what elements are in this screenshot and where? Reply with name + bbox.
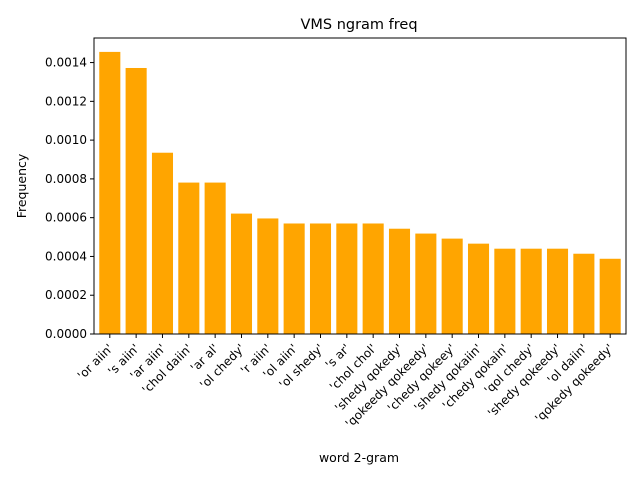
plot-area: 0.0000 0.0002 0.0004 0.0006 0.0008 0.0010 0.00… [45, 37, 627, 431]
bar [520, 248, 542, 334]
bar [125, 67, 147, 335]
y-tick-label: 0.0012 [45, 94, 87, 108]
y-tick-label: 0.0014 [45, 56, 87, 70]
bar [467, 243, 490, 334]
bar [204, 182, 226, 334]
bar [283, 223, 305, 334]
bar [257, 218, 279, 334]
bar [441, 238, 463, 334]
y-tick-label: 0.0002 [45, 288, 87, 302]
bar [494, 248, 516, 334]
chart-title: VMS ngram freq [300, 17, 417, 33]
bar [151, 152, 174, 334]
y-tick-label: 0.0000 [45, 327, 87, 341]
bar [415, 233, 437, 334]
x-tick-label: 'or aiin' [75, 341, 116, 382]
bar [388, 228, 411, 334]
bar [573, 253, 595, 334]
bar [599, 258, 621, 334]
bar [309, 223, 332, 334]
bar [99, 51, 121, 335]
y-tick-label: 0.0010 [45, 133, 87, 147]
bar [178, 182, 200, 334]
y-tick-label: 0.0004 [45, 249, 87, 263]
x-axis-label: word 2-gram [319, 450, 399, 465]
axes-frame [93, 37, 627, 335]
bar [362, 223, 384, 334]
bar [336, 223, 358, 334]
y-axis-label: Frequency [14, 153, 29, 218]
y-tick-label: 0.0006 [45, 211, 87, 225]
y-tick-label: 0.0008 [45, 172, 87, 186]
bar [230, 213, 253, 334]
bar [546, 248, 569, 334]
